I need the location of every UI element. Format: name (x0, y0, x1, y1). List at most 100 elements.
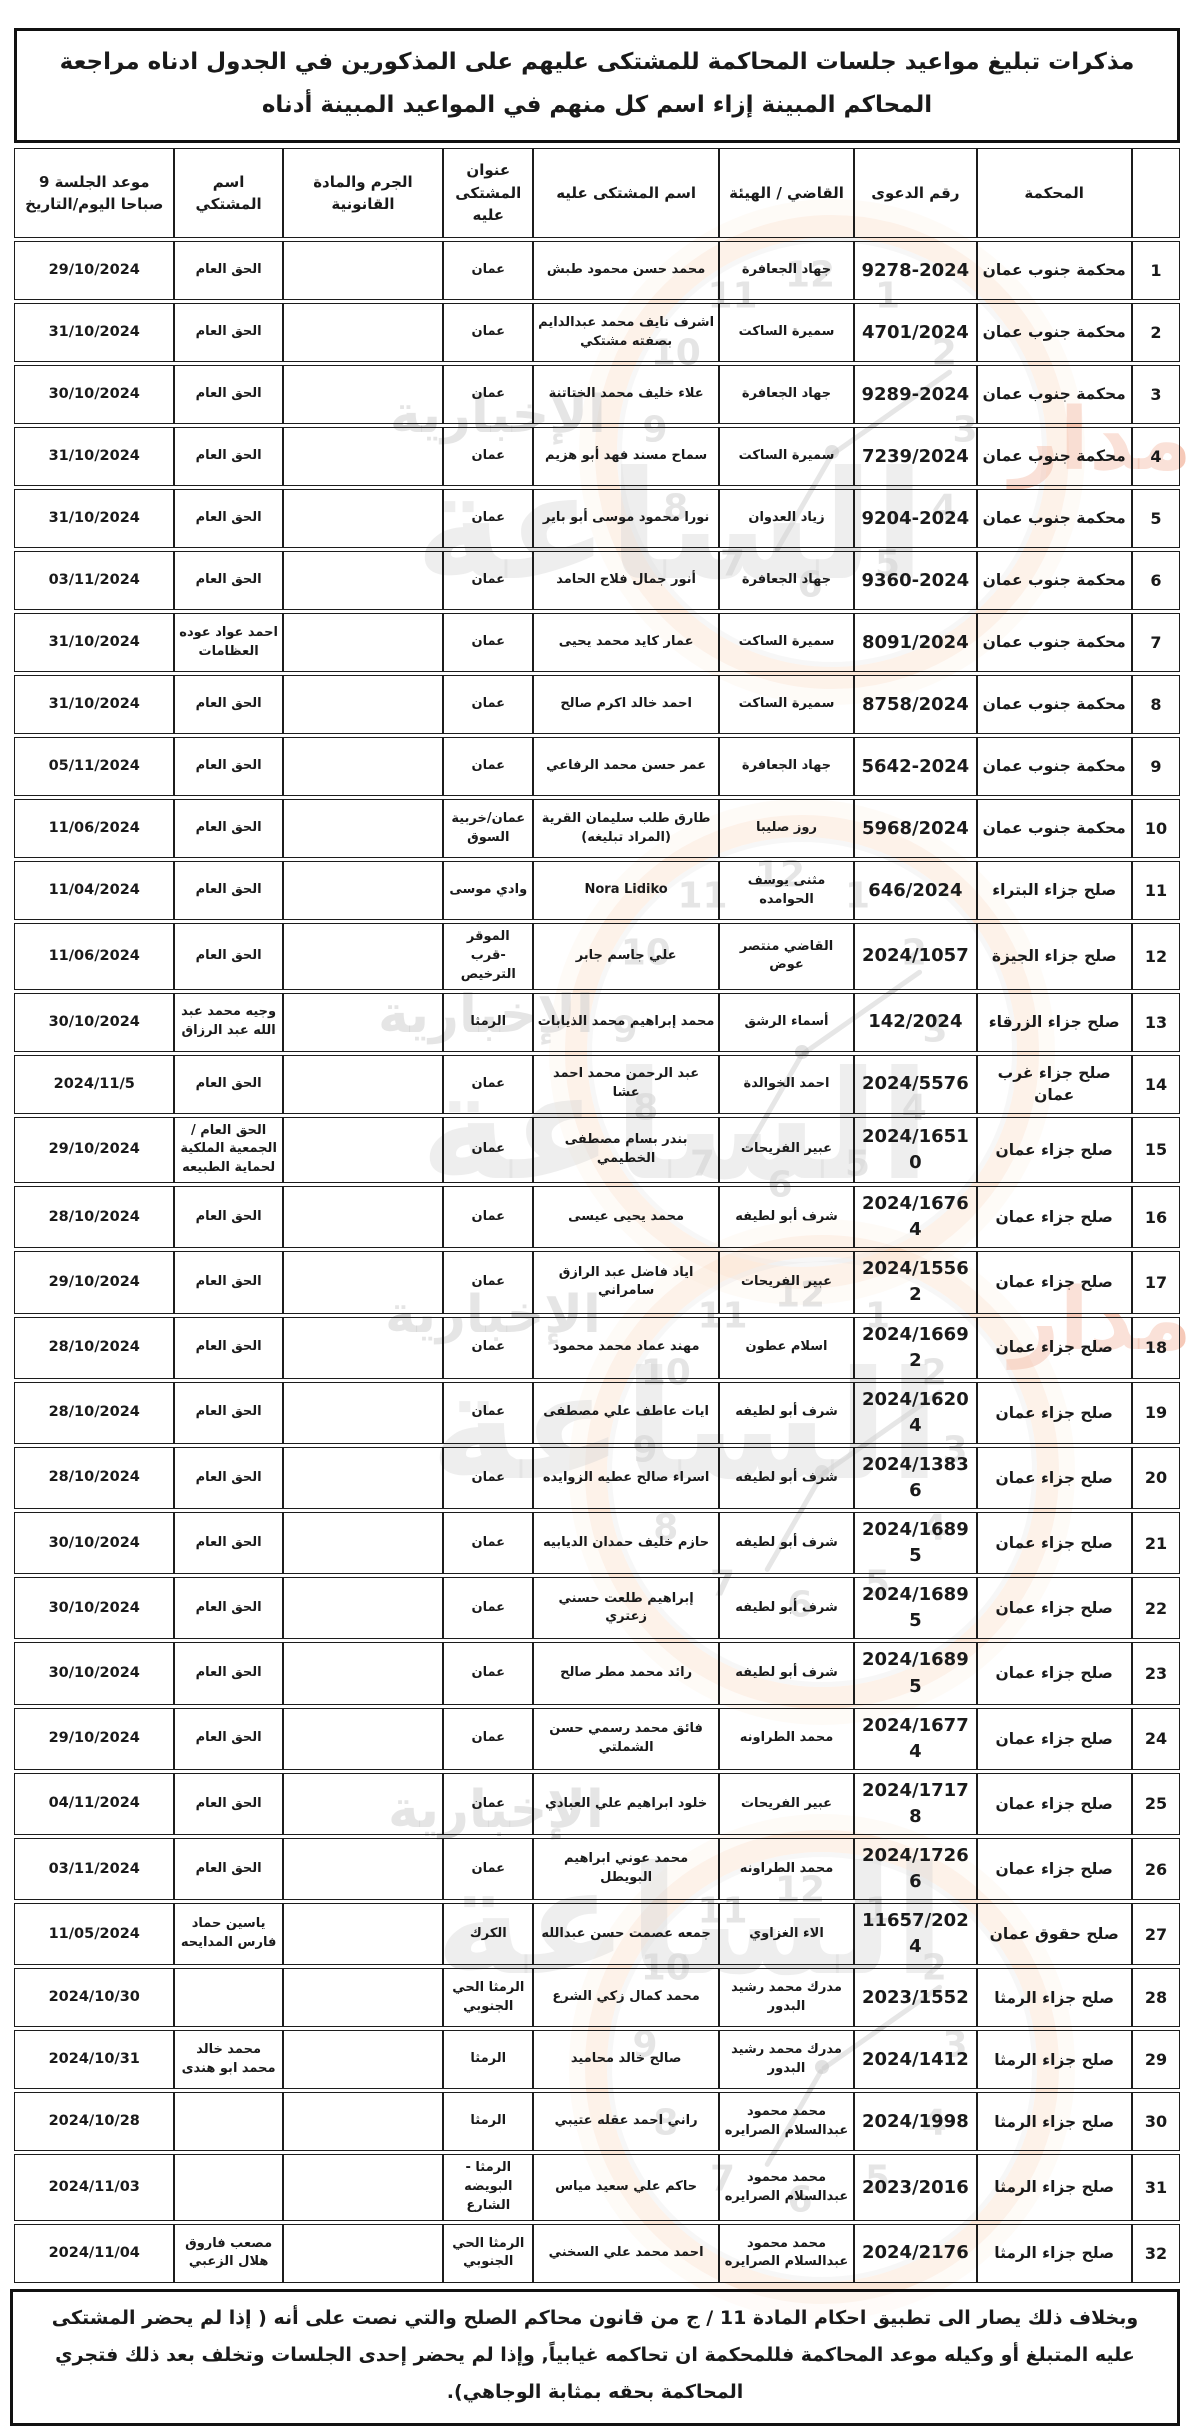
cell-session-date: 28/10/2024 (14, 1186, 175, 1249)
cell-court: صلح جزاء عمان (976, 1577, 1132, 1640)
cell-defendant-address: عمان (443, 365, 534, 425)
cell-case-number: 5968/2024 (854, 799, 977, 859)
cell-defendant-name: عمار كايد محمد يحيى (533, 613, 719, 673)
cell-session-date: 11/06/2024 (14, 799, 175, 859)
table-row: 23 صلح جزاء عمان 2024/16895 شرف أبو لطيفه را… (14, 1642, 1180, 1705)
cell-defendant-address: عمان (443, 1707, 534, 1770)
cell-court: صلح جزاء عمان (976, 1116, 1132, 1184)
cell-defendant-name: مهند عماد محمد محمود (533, 1316, 719, 1379)
cell-complainant-name: الحق العام (174, 1577, 283, 1640)
cell-judge: شرف أبو لطيفه (718, 1577, 855, 1640)
cell-crime (282, 1903, 444, 1966)
cell-case-number: 2023/2016 (854, 2154, 977, 2221)
table-row: 29 صلح جزاء الرمثا 2024/1412 مدرك محمد رشيد… (14, 2030, 1180, 2090)
cell-crime (282, 1316, 444, 1379)
cell-session-date: 31/10/2024 (14, 303, 175, 363)
cell-case-number: 9204-2024 (854, 489, 977, 549)
cell-court: محكمة جنوب عمان (976, 799, 1132, 859)
cell-case-number: 8758/2024 (854, 675, 977, 735)
cell-session-date: 31/10/2024 (14, 675, 175, 735)
cell-defendant-address: الرمثا - البويضه الشارع (443, 2154, 534, 2221)
cell-defendant-name: رائد محمد مطر صالح (533, 1642, 719, 1705)
column-header-complainant: اسم المشتكي (174, 148, 283, 239)
cell-judge: احمد الخوالدة (718, 1054, 855, 1114)
cell-defendant-name: حاكم علي سعيد مياس (533, 2154, 719, 2221)
table-row: 25 صلح جزاء عمان 2024/17178 عبير الفريحات خل… (14, 1772, 1180, 1836)
cell-crime (282, 1968, 444, 2028)
cell-case-number: 9278-2024 (854, 241, 977, 301)
cell-row-number: 15 (1131, 1116, 1180, 1184)
cell-judge: جهاد الجعافرة (718, 737, 855, 797)
cell-defendant-address: عمان (443, 1512, 534, 1575)
cell-complainant-name: ياسين حماد فارس المدايحه (174, 1903, 283, 1966)
cell-court: محكمة جنوب عمان (976, 241, 1132, 301)
cell-judge: الاء الغزاوي (718, 1903, 855, 1966)
cell-defendant-address: عمان (443, 1642, 534, 1705)
cell-complainant-name: الحق العام (174, 489, 283, 549)
table-row: 14 صلح جزاء غرب عمان 2024/5576 احمد الخوالد… (14, 1054, 1180, 1114)
table-row: 32 صلح جزاء الرمثا 2024/2176 محمد محمود عبد… (14, 2223, 1180, 2283)
table-row: 17 صلح جزاء عمان 2024/15562 عبير الفريحات اي… (14, 1251, 1180, 1314)
cell-complainant-name: الحق العام (174, 1838, 283, 1901)
cell-row-number: 6 (1131, 551, 1180, 611)
cell-crime (282, 1054, 444, 1114)
cell-court: صلح جزاء الزرقاء (976, 992, 1132, 1052)
cell-complainant-name: الحق العام (174, 1251, 283, 1314)
table-row: 6 محكمة جنوب عمان 9360-2024 جهاد الجعافرة أن… (14, 551, 1180, 611)
cell-defendant-name: اسراء صالح عطيه الزوايده (533, 1446, 719, 1510)
cell-crime (282, 1446, 444, 1510)
table-row: 9 محكمة جنوب عمان 5642-2024 جهاد الجعافرة عم… (14, 737, 1180, 797)
cell-judge: مدرك محمد رشيد البدور (718, 1968, 855, 2028)
cell-row-number: 19 (1131, 1381, 1180, 1444)
table-row: 8 محكمة جنوب عمان 8758/2024 سميرة الساكت احم… (14, 675, 1180, 735)
cell-defendant-name: إبراهيم طلعت حسني زعتري (533, 1577, 719, 1640)
cell-court: محكمة جنوب عمان (976, 551, 1132, 611)
cell-case-number: 2024/16204 (854, 1381, 977, 1444)
cell-judge: سميرة الساكت (718, 303, 855, 363)
cell-court: محكمة جنوب عمان (976, 613, 1132, 673)
cell-complainant-name: الحق العام (174, 1381, 283, 1444)
cell-complainant-name: الحق العام (174, 241, 283, 301)
cell-defendant-name: محمد إبراهيم محمد الذيابات (533, 992, 719, 1052)
cell-session-date: 2024/11/03 (14, 2154, 175, 2221)
cell-row-number: 21 (1131, 1512, 1180, 1575)
table-header-row: المحكمة رقم الدعوى القاضي / الهيئة اسم المش… (14, 148, 1180, 239)
cell-court: صلح جزاء عمان (976, 1512, 1132, 1575)
cell-complainant-name: الحق العام (174, 303, 283, 363)
cell-court: محكمة جنوب عمان (976, 365, 1132, 425)
cell-court: صلح جزاء عمان (976, 1316, 1132, 1379)
table-row: 18 صلح جزاء عمان 2024/16692 اسلام عطون مهند … (14, 1316, 1180, 1379)
cell-crime (282, 1577, 444, 1640)
cell-row-number: 28 (1131, 1968, 1180, 2028)
cell-row-number: 8 (1131, 675, 1180, 735)
cell-session-date: 03/11/2024 (14, 1838, 175, 1901)
cell-session-date: 2024/10/30 (14, 1968, 175, 2028)
cell-crime (282, 427, 444, 487)
table-row: 26 صلح جزاء عمان 2024/17266 محمد الطراونه مح… (14, 1838, 1180, 1901)
cell-complainant-name (174, 1968, 283, 2028)
cell-complainant-name: الحق العام /الجمعية الملكية لحماية الطبي… (174, 1116, 283, 1184)
cell-row-number: 20 (1131, 1446, 1180, 1510)
column-header-case-no: رقم الدعوى (854, 148, 977, 239)
cell-complainant-name: مصعب فاروق هلال الزعبي (174, 2223, 283, 2283)
cell-crime (282, 737, 444, 797)
cell-court: صلح جزاء عمان (976, 1772, 1132, 1836)
cell-complainant-name: الحق العام (174, 365, 283, 425)
cell-complainant-name: الحق العام (174, 1707, 283, 1770)
cell-judge: أسماء الرشق (718, 992, 855, 1052)
cell-case-number: 9360-2024 (854, 551, 977, 611)
cell-session-date: 29/10/2024 (14, 1251, 175, 1314)
cell-defendant-address: عمان (443, 1116, 534, 1184)
cell-row-number: 17 (1131, 1251, 1180, 1314)
cell-defendant-address: وادي موسى (443, 861, 534, 921)
cell-defendant-name: احمد خالد اكرم صالح (533, 675, 719, 735)
cell-defendant-address: الموقر -قرب الترخيص (443, 923, 534, 990)
cell-defendant-name: طارق طلب سليمان القرية (المراد تبليغه) (533, 799, 719, 859)
cell-crime (282, 799, 444, 859)
cell-judge: عبير الفريحات (718, 1772, 855, 1836)
cell-complainant-name: الحق العام (174, 1186, 283, 1249)
cell-court: صلح جزاء عمان (976, 1381, 1132, 1444)
cell-session-date: 30/10/2024 (14, 1577, 175, 1640)
cell-judge: عبير الفريحات (718, 1116, 855, 1184)
cell-crime (282, 1642, 444, 1705)
